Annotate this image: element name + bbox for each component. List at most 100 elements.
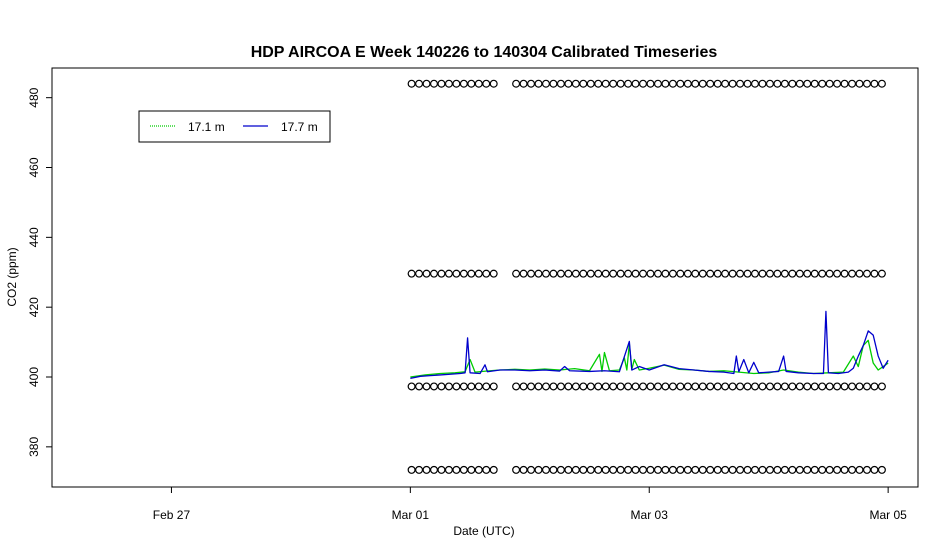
marker-point xyxy=(594,382,603,391)
marker-point xyxy=(870,465,879,474)
marker-point xyxy=(474,269,483,278)
marker-point xyxy=(676,382,685,391)
marker-point xyxy=(429,79,438,88)
marker-point xyxy=(721,382,730,391)
marker-point xyxy=(586,382,595,391)
y-axis: 380 400 420 440 460 480 xyxy=(27,87,52,457)
marker-point xyxy=(646,465,655,474)
legend: 17.1 m 17.7 m xyxy=(138,110,331,143)
marker-point xyxy=(713,269,722,278)
marker-point xyxy=(765,269,774,278)
marker-point xyxy=(825,269,834,278)
marker-point xyxy=(721,79,730,88)
marker-point xyxy=(721,269,730,278)
y-tick-label: 420 xyxy=(27,297,41,317)
marker-point xyxy=(788,79,797,88)
marker-point xyxy=(519,79,528,88)
marker-point xyxy=(556,382,565,391)
marker-point xyxy=(706,269,715,278)
marker-point xyxy=(661,382,670,391)
marker-point xyxy=(683,269,692,278)
marker-point xyxy=(810,269,819,278)
marker-point xyxy=(474,79,483,88)
marker-point xyxy=(482,79,491,88)
marker-point xyxy=(624,465,633,474)
legend-label-17-1m: 17.1 m xyxy=(188,120,225,134)
marker-point xyxy=(609,269,618,278)
marker-point xyxy=(459,79,468,88)
marker-point xyxy=(810,465,819,474)
marker-point xyxy=(415,382,424,391)
marker-point xyxy=(877,269,886,278)
marker-point xyxy=(429,269,438,278)
marker-point xyxy=(698,79,707,88)
marker-point xyxy=(743,269,752,278)
marker-point xyxy=(601,465,610,474)
marker-point xyxy=(862,382,871,391)
marker-point xyxy=(437,465,446,474)
marker-point xyxy=(549,465,558,474)
marker-point xyxy=(549,79,558,88)
marker-point xyxy=(452,382,461,391)
marker-point xyxy=(594,79,603,88)
marker-point xyxy=(691,79,700,88)
marker-point xyxy=(489,269,498,278)
marker-point xyxy=(653,465,662,474)
marker-point xyxy=(713,465,722,474)
marker-point xyxy=(736,382,745,391)
marker-point xyxy=(467,382,476,391)
y-tick-label: 400 xyxy=(27,367,41,387)
marker-point xyxy=(571,269,580,278)
x-axis-label: Date (UTC) xyxy=(453,524,514,538)
x-axis: Feb 27 Mar 01 Mar 03 Mar 05 xyxy=(153,487,907,522)
marker-point xyxy=(459,269,468,278)
marker-point xyxy=(870,382,879,391)
marker-point xyxy=(601,269,610,278)
marker-point xyxy=(810,382,819,391)
marker-point xyxy=(758,269,767,278)
marker-point xyxy=(653,269,662,278)
marker-point xyxy=(407,79,416,88)
marker-point xyxy=(534,79,543,88)
marker-point xyxy=(519,382,528,391)
marker-point xyxy=(631,382,640,391)
marker-point xyxy=(795,79,804,88)
marker-point xyxy=(571,79,580,88)
marker-point xyxy=(639,465,648,474)
marker-point xyxy=(758,465,767,474)
marker-point xyxy=(818,79,827,88)
marker-point xyxy=(631,79,640,88)
marker-point xyxy=(646,79,655,88)
marker-point xyxy=(803,465,812,474)
marker-point xyxy=(631,269,640,278)
marker-point xyxy=(810,79,819,88)
marker-point xyxy=(788,465,797,474)
marker-point xyxy=(818,465,827,474)
marker-point xyxy=(564,465,573,474)
marker-point xyxy=(728,269,737,278)
marker-point xyxy=(780,465,789,474)
marker-point xyxy=(773,382,782,391)
marker-point xyxy=(653,382,662,391)
marker-point xyxy=(601,79,610,88)
x-tick-label: Feb 27 xyxy=(153,508,191,522)
marker-point xyxy=(668,79,677,88)
marker-point xyxy=(743,79,752,88)
marker-point xyxy=(579,269,588,278)
marker-point xyxy=(482,382,491,391)
marker-point xyxy=(706,79,715,88)
marker-point xyxy=(407,269,416,278)
marker-point xyxy=(571,382,580,391)
marker-point xyxy=(788,382,797,391)
marker-point xyxy=(691,269,700,278)
marker-point xyxy=(534,465,543,474)
marker-point xyxy=(541,382,550,391)
marker-point xyxy=(676,269,685,278)
marker-point xyxy=(407,465,416,474)
marker-point xyxy=(706,465,715,474)
x-tick-label: Mar 05 xyxy=(869,508,907,522)
marker-point xyxy=(541,465,550,474)
marker-point xyxy=(594,465,603,474)
marker-point xyxy=(646,382,655,391)
marker-point xyxy=(639,269,648,278)
